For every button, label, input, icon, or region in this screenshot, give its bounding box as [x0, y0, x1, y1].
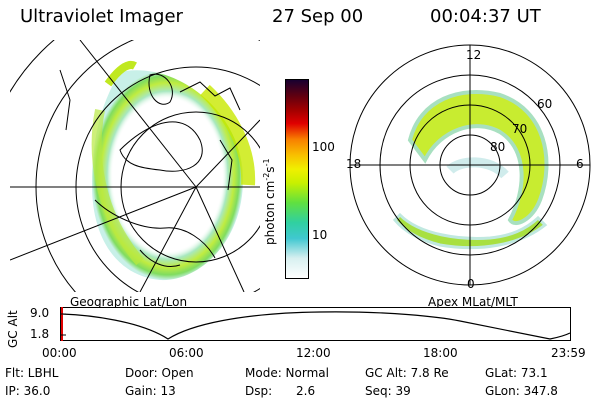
mlt-label-12: 12 [466, 48, 482, 62]
alt-strip-plot [60, 307, 571, 341]
alt-ytick-1.8: 1.8 [30, 327, 50, 341]
colorbar-unit-text: photon cm [263, 180, 277, 245]
alt-ytick-9: 9.0 [30, 306, 50, 320]
colorbar-unit-exp1: -2 [262, 172, 271, 181]
flt-info: Flt: LBHL [5, 366, 59, 380]
mode-info: Mode: Normal [245, 366, 329, 380]
image-time: 00:04:37 UT [430, 6, 541, 27]
dsp-label: Dsp: [245, 384, 273, 398]
auroral-oval [92, 70, 244, 281]
alt-strip-ylabel-text: GC Alt [6, 310, 20, 348]
colorbar-tick-100: 100 [312, 140, 335, 154]
alt-xtick-1800: 18:00 [423, 346, 458, 360]
colorbar-unit-exp2: -1 [262, 158, 271, 167]
alt-xtick-1200: 12:00 [296, 346, 331, 360]
auroral-arc-dawn [200, 84, 256, 186]
auroral-arc-top [104, 61, 137, 87]
alt-xtick-0600: 06:00 [169, 346, 204, 360]
alt-xtick-2359: 23:59 [551, 346, 586, 360]
mlt-label-0: 0 [467, 277, 475, 291]
image-date: 27 Sep 00 [272, 6, 364, 27]
ip-info: IP: 36.0 [5, 384, 51, 398]
glon-info: GLon: 347.8 [485, 384, 558, 398]
glat-info: GLat: 73.1 [485, 366, 548, 380]
colorbar [285, 79, 309, 279]
colorbar-unit-s: s [263, 166, 277, 173]
dsp-value: 2.6 [296, 384, 316, 398]
alt-curve [61, 311, 571, 340]
mlt-polar-cap-glow [446, 157, 509, 179]
gain-info: Gain: 13 [125, 384, 176, 398]
mlt-label-6: 6 [576, 157, 584, 171]
door-info: Door: Open [125, 366, 194, 380]
auroral-arc-dusk [91, 109, 144, 266]
mlt-polar-panel [349, 44, 591, 286]
geographic-map-panel [10, 40, 260, 292]
mlat-label-80: 80 [490, 140, 506, 154]
mlt-oval-day [407, 90, 549, 226]
left-panel-caption: Geographic Lat/Lon [70, 295, 188, 309]
gc-alt-info: GC Alt: 7.8 Re [365, 366, 449, 380]
mlt-oval-night [392, 212, 548, 250]
right-panel-caption: Apex MLat/MLT [428, 295, 518, 309]
mlat-label-60: 60 [537, 97, 553, 111]
mlat-label-70: 70 [512, 122, 528, 136]
app-title: Ultraviolet Imager [20, 6, 183, 27]
colorbar-tick-10: 10 [312, 228, 328, 242]
seq-info: Seq: 39 [365, 384, 411, 398]
mlt-label-18: 18 [346, 157, 362, 171]
alt-xtick-0000: 00:00 [42, 346, 77, 360]
